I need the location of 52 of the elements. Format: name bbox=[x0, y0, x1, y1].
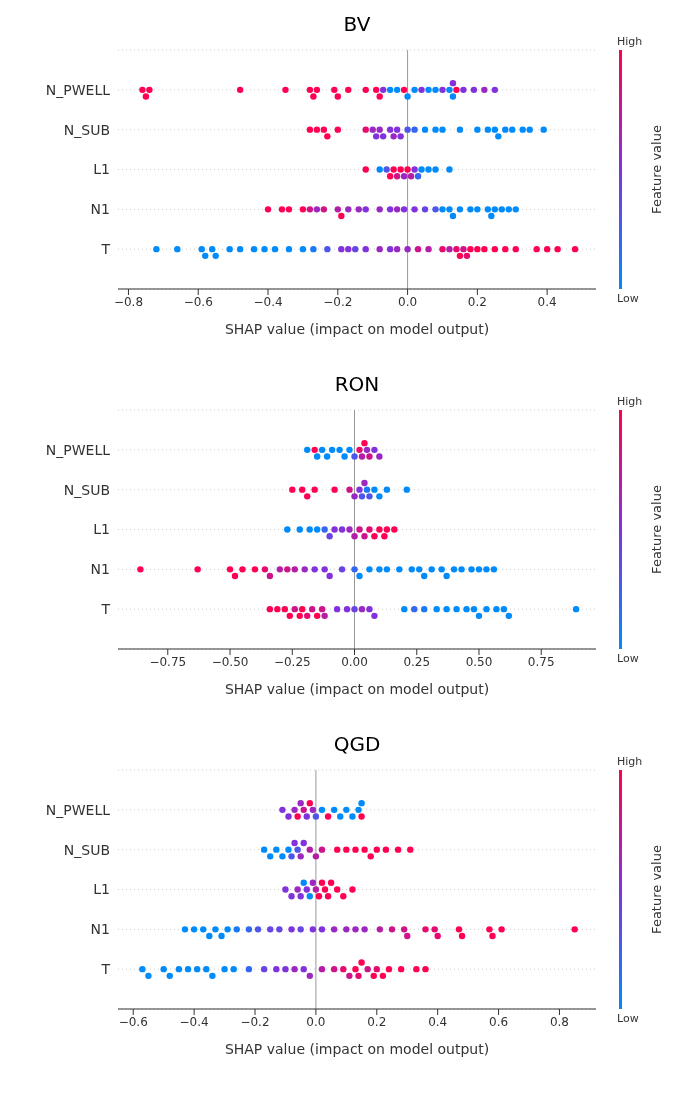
y-tick-label: N_SUB bbox=[63, 121, 110, 138]
x-axis-title: SHAP value (impact on model output) bbox=[224, 681, 490, 697]
x-tick-label: 0.0 bbox=[306, 1014, 326, 1029]
x-tick-label: 0.0 bbox=[398, 294, 418, 309]
x-tick-label: −0.25 bbox=[273, 654, 311, 669]
x-tick-label: −0.50 bbox=[211, 654, 249, 669]
chart-title: QGD bbox=[332, 732, 382, 756]
y-tick-label: L1 bbox=[93, 161, 110, 178]
x-tick-label: −0.4 bbox=[253, 294, 283, 309]
x-tick-label: −0.2 bbox=[240, 1014, 270, 1029]
x-tick-label: 0.25 bbox=[403, 654, 431, 669]
y-tick-label: N1 bbox=[90, 921, 110, 938]
x-tick-label: 0.2 bbox=[467, 294, 487, 309]
y-tick-label: T bbox=[100, 241, 111, 258]
x-tick-label: −0.2 bbox=[323, 294, 353, 309]
y-tick-label: T bbox=[100, 961, 111, 978]
y-tick-label: N1 bbox=[90, 561, 110, 578]
x-tick-label: 0.75 bbox=[527, 654, 555, 669]
chart-title: BV bbox=[342, 12, 372, 36]
x-tick-label: 0.8 bbox=[549, 1014, 570, 1029]
text: High bbox=[617, 755, 643, 768]
text: Low bbox=[617, 1012, 639, 1025]
x-tick-label: 0.50 bbox=[465, 654, 493, 669]
y-tick-label: N_PWELL bbox=[45, 81, 111, 98]
x-tick-label: −0.75 bbox=[149, 654, 187, 669]
text: Low bbox=[617, 292, 639, 305]
x-axis-title: SHAP value (impact on model output) bbox=[224, 1041, 490, 1057]
color-bar-title: Feature value bbox=[649, 845, 664, 934]
y-tick-label: L1 bbox=[93, 521, 110, 538]
chart-title: RON bbox=[333, 372, 381, 396]
x-axis-title: SHAP value (impact on model output) bbox=[224, 321, 490, 337]
y-tick-label: T bbox=[100, 601, 111, 618]
x-tick-label: −0.8 bbox=[113, 294, 144, 309]
text: High bbox=[617, 35, 643, 48]
y-tick-label: N_SUB bbox=[63, 481, 110, 498]
y-tick-label: N_SUB bbox=[63, 841, 110, 858]
text: Low bbox=[617, 652, 639, 665]
x-tick-label: −0.6 bbox=[183, 294, 213, 309]
x-tick-label: 0.4 bbox=[428, 1014, 448, 1029]
x-tick-label: −0.4 bbox=[179, 1014, 209, 1029]
text: High bbox=[617, 395, 643, 408]
x-tick-label: 0.00 bbox=[341, 654, 368, 669]
x-tick-label: 0.4 bbox=[537, 294, 557, 309]
color-bar-title: Feature value bbox=[649, 125, 664, 214]
y-tick-label: N_PWELL bbox=[45, 441, 111, 458]
color-bar-title: Feature value bbox=[649, 485, 664, 574]
x-tick-label: 0.6 bbox=[489, 1014, 509, 1029]
x-tick-label: 0.2 bbox=[367, 1014, 387, 1029]
x-tick-label: −0.6 bbox=[118, 1014, 148, 1029]
y-tick-label: N_PWELL bbox=[45, 801, 111, 818]
y-tick-label: L1 bbox=[93, 881, 110, 898]
y-tick-label: N1 bbox=[90, 201, 110, 218]
